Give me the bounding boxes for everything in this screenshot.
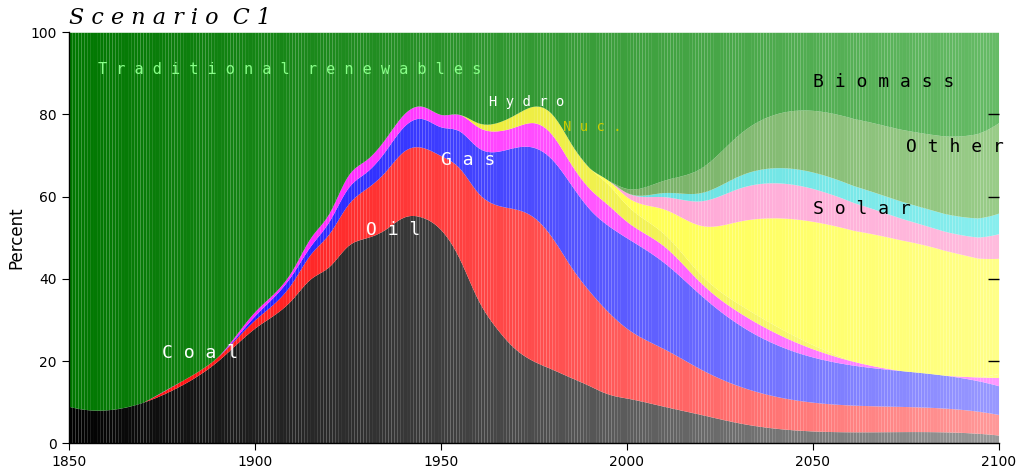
Text: C o a l: C o a l <box>162 344 238 362</box>
Text: T r a d i t i o n a l  r e n e w a b l e s: T r a d i t i o n a l r e n e w a b l e … <box>98 62 481 77</box>
Text: N u c .: N u c . <box>563 120 622 134</box>
Text: S o l a r: S o l a r <box>813 200 910 218</box>
Text: G a s: G a s <box>440 151 495 169</box>
Text: H y d r o: H y d r o <box>489 95 564 109</box>
Text: O i l: O i l <box>367 220 421 238</box>
Text: S c e n a r i o  C 1: S c e n a r i o C 1 <box>69 7 270 29</box>
Text: B i o m a s s: B i o m a s s <box>813 73 954 90</box>
Text: O t h e r: O t h e r <box>905 139 1004 156</box>
Y-axis label: Percent: Percent <box>7 207 25 269</box>
